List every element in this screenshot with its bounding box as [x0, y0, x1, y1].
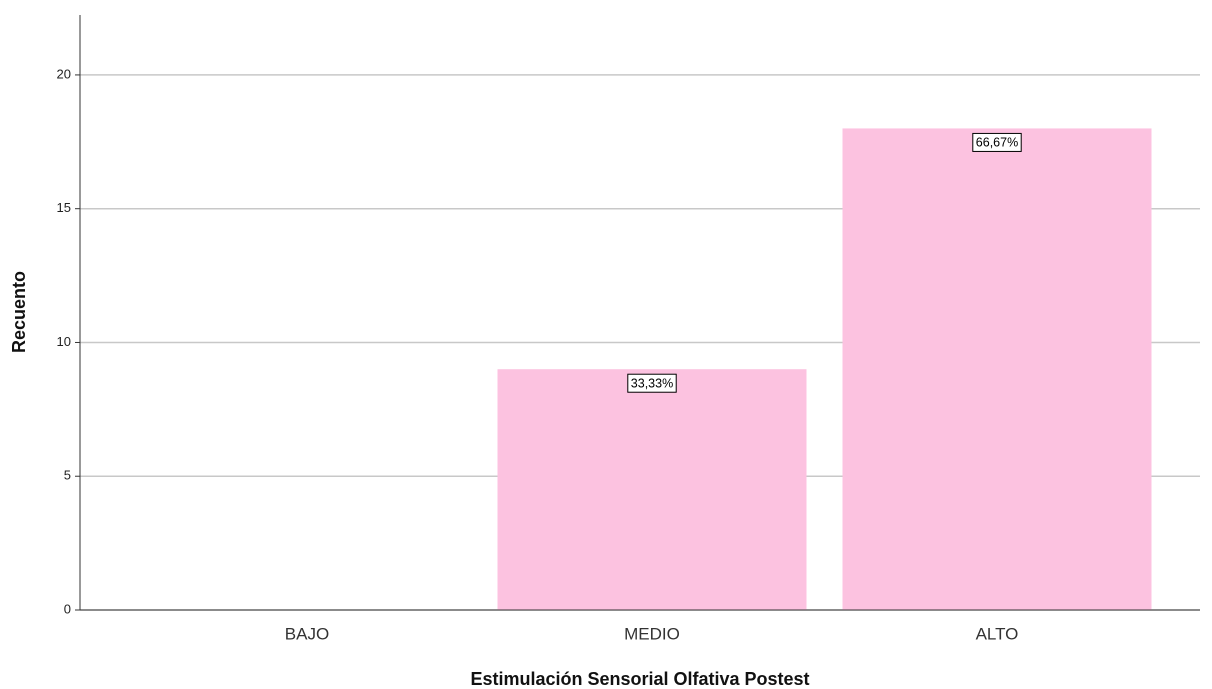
x-tick-label: ALTO — [976, 624, 1019, 643]
y-axis-title: Recuento — [9, 271, 29, 353]
y-tick-label: 15 — [57, 200, 71, 215]
value-label-box — [627, 373, 677, 393]
x-tick-label: BAJO — [285, 624, 329, 643]
value-label-box — [972, 132, 1022, 152]
y-tick-label: 20 — [57, 66, 71, 81]
value-label: 66,67% — [976, 136, 1018, 150]
y-tick-label: 10 — [57, 334, 71, 349]
value-label: 33,33% — [631, 377, 673, 391]
bar — [842, 128, 1152, 611]
y-tick-label: 5 — [64, 468, 71, 483]
y-tick-label: 0 — [64, 601, 71, 616]
bar — [497, 369, 807, 610]
x-axis-title: Estimulación Sensorial Olfativa Postest — [470, 669, 809, 689]
x-tick-label: MEDIO — [624, 624, 680, 643]
